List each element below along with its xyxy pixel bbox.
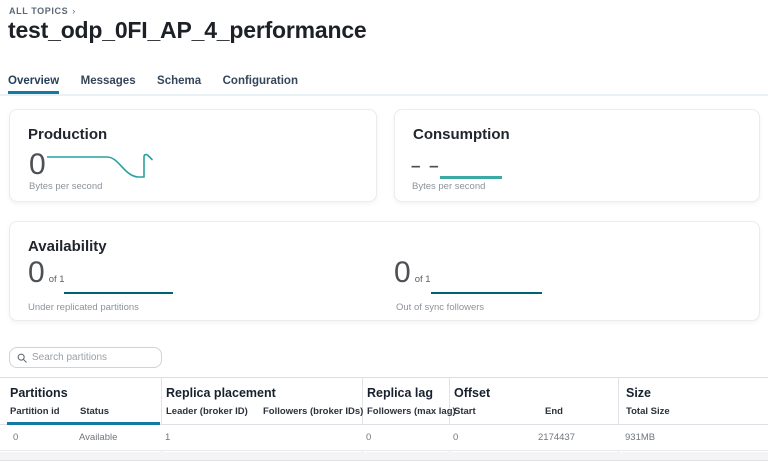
table-row[interactable]: 0 Available 1 0 0 2174437 931MB bbox=[0, 425, 768, 451]
column-header-partition-id[interactable]: Partition id bbox=[10, 406, 60, 417]
column-group-offset[interactable]: Offset bbox=[454, 386, 491, 400]
column-header-followers-broker-ids[interactable]: Followers (broker IDs) bbox=[263, 406, 364, 417]
availability-card-title: Availability bbox=[28, 238, 107, 255]
under-replicated-partitions-metric: 0 of 1 Under replicated partitions bbox=[28, 258, 328, 314]
search-icon bbox=[17, 353, 27, 363]
cell-status: Available bbox=[79, 432, 118, 443]
column-header-start[interactable]: Start bbox=[454, 406, 476, 417]
breadcrumb-chevron-icon: › bbox=[72, 6, 76, 16]
production-card-title: Production bbox=[28, 126, 108, 143]
cell-total-size: 931MB bbox=[625, 432, 656, 443]
out-of-sync-followers-metric: 0 of 1 Out of sync followers bbox=[394, 258, 694, 314]
cell-offset-start: 0 bbox=[453, 432, 459, 443]
metric-value-row: 0 of 1 bbox=[28, 258, 65, 288]
metric-value: 0 bbox=[28, 256, 45, 289]
search-partitions-input[interactable] bbox=[32, 352, 154, 363]
search-partitions-box[interactable] bbox=[9, 347, 162, 368]
metric-value-row: 0 of 1 bbox=[394, 258, 431, 288]
column-header-leader-broker-id[interactable]: Leader (broker ID) bbox=[166, 406, 248, 417]
breadcrumb[interactable]: ALL TOPICS › bbox=[9, 6, 76, 16]
consumption-card: Consumption – – Bytes per second bbox=[394, 109, 760, 202]
column-header-end[interactable]: End bbox=[545, 406, 563, 417]
column-group-replica-lag[interactable]: Replica lag bbox=[367, 386, 433, 400]
metric-label: Out of sync followers bbox=[396, 302, 485, 313]
partitions-group-active-underline bbox=[7, 422, 160, 425]
tab-schema[interactable]: Schema bbox=[157, 75, 202, 87]
header-divider bbox=[0, 424, 768, 425]
metric-label: Under replicated partitions bbox=[28, 302, 139, 313]
column-header-followers-max-lag[interactable]: Followers (max lag) bbox=[367, 406, 456, 417]
metric-value: 0 bbox=[394, 256, 411, 289]
page-title: test_odp_0FI_AP_4_performance bbox=[8, 17, 367, 43]
consumption-card-title: Consumption bbox=[413, 126, 510, 143]
availability-card: Availability 0 of 1 Under replicated part… bbox=[9, 221, 760, 321]
column-header-total-size[interactable]: Total Size bbox=[626, 406, 670, 417]
tab-configuration[interactable]: Configuration bbox=[222, 75, 298, 87]
cell-followers-max-lag: 0 bbox=[366, 432, 372, 443]
column-divider bbox=[449, 378, 450, 461]
production-unit-label: Bytes per second bbox=[29, 181, 103, 192]
metric-suffix: of 1 bbox=[48, 274, 65, 285]
production-card: Production 0 Bytes per second bbox=[9, 109, 377, 202]
column-group-replica-placement[interactable]: Replica placement bbox=[166, 386, 276, 400]
column-divider bbox=[161, 378, 162, 461]
consumption-flatline-chart bbox=[440, 176, 502, 179]
column-group-size[interactable]: Size bbox=[626, 386, 652, 400]
column-divider bbox=[618, 378, 619, 461]
cell-leader-broker-id: 1 bbox=[165, 432, 171, 443]
cell-offset-end: 2174437 bbox=[538, 432, 575, 443]
table-row-partial[interactable] bbox=[0, 452, 768, 461]
consumption-unit-label: Bytes per second bbox=[412, 181, 486, 192]
metric-underline bbox=[431, 292, 542, 294]
tab-messages[interactable]: Messages bbox=[80, 75, 136, 87]
partitions-table: Partitions Replica placement Replica lag… bbox=[0, 377, 768, 462]
metric-suffix: of 1 bbox=[414, 274, 431, 285]
metric-underline bbox=[64, 292, 173, 294]
production-sparkline-chart bbox=[47, 153, 153, 178]
production-value: 0 bbox=[29, 148, 46, 181]
consumption-value: – – bbox=[411, 156, 441, 175]
tab-bar: Overview Messages Schema Configuration bbox=[0, 71, 768, 96]
column-header-status[interactable]: Status bbox=[80, 406, 110, 417]
cell-partition-id: 0 bbox=[13, 432, 19, 443]
breadcrumb-all-topics-link[interactable]: ALL TOPICS bbox=[9, 6, 69, 16]
column-divider bbox=[362, 378, 363, 461]
tab-overview[interactable]: Overview bbox=[8, 72, 60, 94]
column-group-partitions[interactable]: Partitions bbox=[10, 386, 68, 400]
